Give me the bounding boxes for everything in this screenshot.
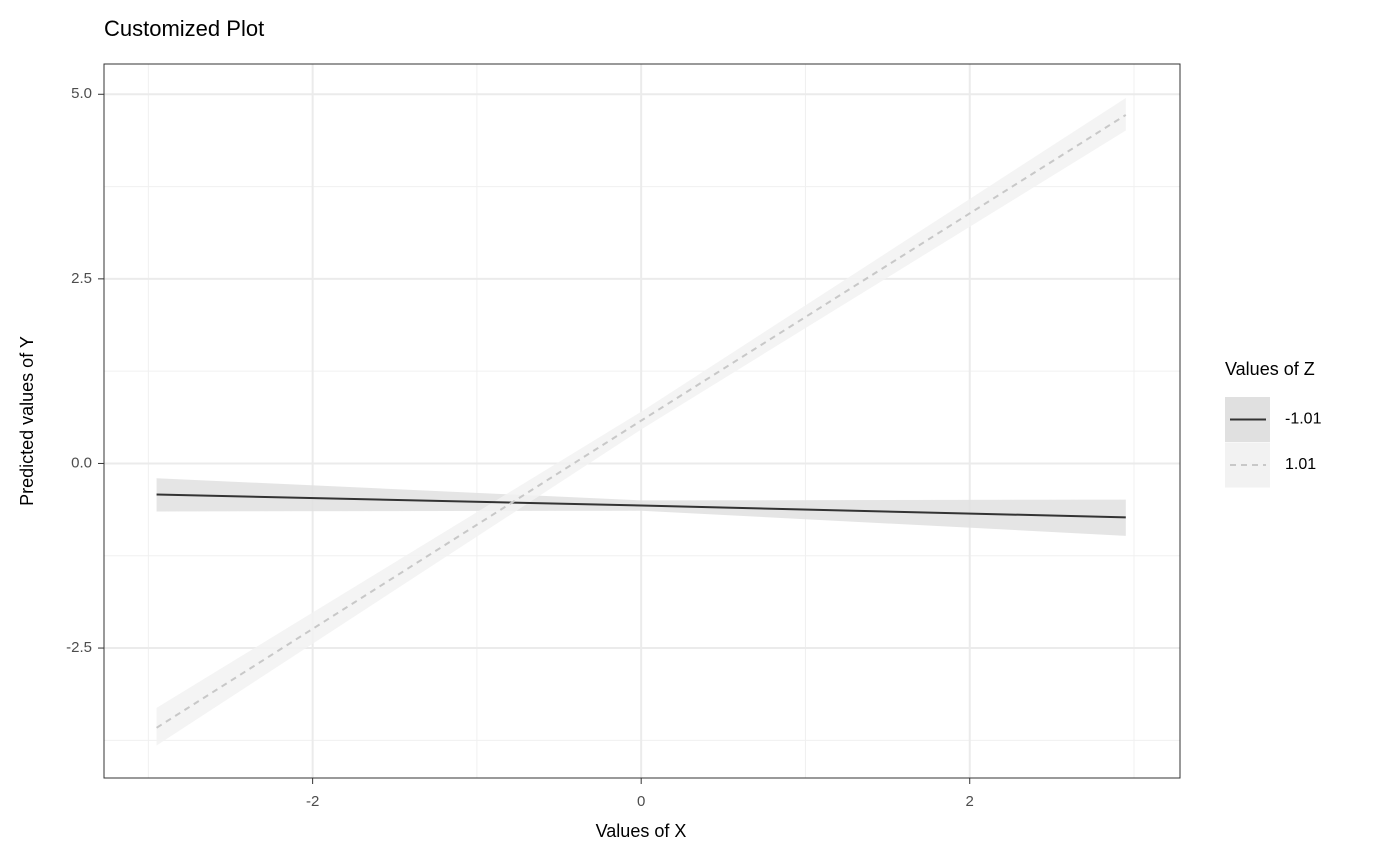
x-axis-label: Values of X [596, 821, 687, 841]
line [156, 493, 1126, 519]
y-tick-label: 2.5 [71, 270, 92, 287]
y-axis-label: Predicted values of Y [17, 336, 37, 506]
x-tick-label: 2 [966, 793, 974, 810]
y-tick-label: 5.0 [71, 85, 92, 102]
confidence-band [156, 478, 1126, 536]
line [156, 114, 1127, 729]
legend-label: -1.01 [1285, 411, 1322, 428]
y-tick-label: 0.0 [71, 454, 92, 471]
x-tick-label: -2 [306, 793, 319, 810]
x-tick-label: 0 [637, 793, 645, 810]
chart-title: Customized Plot [104, 16, 264, 41]
legend-label: 1.01 [1285, 456, 1316, 473]
y-tick-label: -2.5 [66, 639, 92, 656]
legend-title: Values of Z [1225, 359, 1315, 379]
plot-border [103, 63, 1181, 779]
